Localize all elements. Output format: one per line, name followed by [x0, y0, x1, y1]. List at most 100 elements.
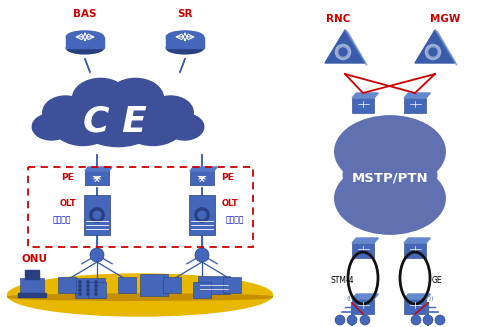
Ellipse shape: [166, 31, 203, 43]
Text: ONU: ONU: [22, 254, 48, 264]
Circle shape: [90, 208, 104, 222]
Bar: [190, 171, 214, 185]
Text: BAS: BAS: [73, 9, 97, 19]
Circle shape: [87, 289, 89, 291]
Text: SR: SR: [177, 9, 193, 19]
Bar: [198, 276, 230, 294]
Bar: [20, 278, 44, 296]
Polygon shape: [404, 93, 430, 98]
Circle shape: [79, 285, 81, 287]
Bar: [352, 299, 374, 314]
Ellipse shape: [165, 113, 204, 140]
Text: 汇聚局所: 汇聚局所: [53, 215, 72, 224]
Ellipse shape: [122, 101, 184, 146]
Ellipse shape: [8, 294, 272, 300]
Circle shape: [79, 293, 81, 295]
Polygon shape: [190, 167, 217, 171]
Circle shape: [195, 248, 209, 262]
Ellipse shape: [148, 96, 193, 129]
Circle shape: [95, 289, 97, 291]
Bar: [18, 293, 46, 297]
Circle shape: [423, 315, 433, 325]
Bar: [66, 37, 104, 48]
Text: ((·)): ((·)): [346, 296, 358, 301]
Bar: [140, 274, 168, 296]
Circle shape: [79, 281, 81, 283]
Bar: [163, 277, 181, 293]
Text: RNC: RNC: [326, 14, 350, 24]
Circle shape: [339, 48, 347, 56]
Text: PE: PE: [62, 173, 74, 182]
Text: GE: GE: [432, 276, 442, 285]
Bar: [85, 171, 109, 185]
Bar: [404, 98, 426, 113]
Polygon shape: [404, 294, 430, 299]
Ellipse shape: [108, 78, 164, 118]
Ellipse shape: [74, 89, 162, 146]
Polygon shape: [415, 30, 455, 63]
Bar: [58, 277, 76, 293]
Circle shape: [95, 281, 97, 283]
Circle shape: [87, 293, 89, 295]
Text: 汇聚局所: 汇聚局所: [226, 215, 244, 224]
Ellipse shape: [66, 31, 104, 43]
Bar: [84, 195, 110, 235]
Circle shape: [93, 211, 101, 219]
Polygon shape: [352, 238, 378, 243]
Circle shape: [347, 315, 357, 325]
Text: OLT: OLT: [222, 199, 238, 208]
Text: C E: C E: [83, 105, 147, 139]
Circle shape: [426, 44, 440, 60]
Bar: [75, 278, 105, 298]
Bar: [404, 243, 426, 258]
Ellipse shape: [43, 96, 88, 129]
Circle shape: [411, 315, 421, 325]
Text: MGW: MGW: [430, 14, 460, 24]
Bar: [193, 282, 211, 298]
Text: MSTP/PTN: MSTP/PTN: [352, 171, 428, 184]
Bar: [118, 277, 136, 293]
Ellipse shape: [52, 101, 114, 146]
Ellipse shape: [32, 113, 71, 140]
Ellipse shape: [335, 163, 446, 234]
Bar: [404, 299, 426, 314]
Polygon shape: [352, 93, 378, 98]
Polygon shape: [345, 30, 367, 65]
Text: PE: PE: [222, 173, 234, 182]
Ellipse shape: [8, 274, 272, 316]
Circle shape: [79, 289, 81, 291]
Bar: [28, 167, 253, 247]
Polygon shape: [85, 167, 112, 171]
Circle shape: [435, 315, 445, 325]
Polygon shape: [325, 30, 365, 63]
Circle shape: [429, 48, 437, 56]
Polygon shape: [404, 238, 430, 243]
Bar: [166, 37, 203, 48]
Circle shape: [198, 211, 206, 219]
Ellipse shape: [343, 149, 437, 201]
Text: OLT: OLT: [60, 199, 76, 208]
Circle shape: [87, 281, 89, 283]
Bar: [88, 282, 106, 298]
Circle shape: [335, 315, 345, 325]
Bar: [189, 195, 215, 235]
Polygon shape: [435, 30, 457, 65]
Ellipse shape: [335, 116, 446, 187]
Bar: [25, 270, 39, 279]
Bar: [352, 98, 374, 113]
Text: STM-4: STM-4: [330, 276, 354, 285]
Polygon shape: [352, 294, 378, 299]
Bar: [223, 277, 241, 293]
Ellipse shape: [72, 78, 128, 118]
Circle shape: [90, 248, 104, 262]
Circle shape: [195, 208, 209, 222]
Circle shape: [95, 285, 97, 287]
Circle shape: [95, 293, 97, 295]
Circle shape: [87, 285, 89, 287]
Bar: [352, 243, 374, 258]
Ellipse shape: [66, 42, 104, 54]
Text: ((·)): ((·)): [422, 296, 434, 301]
Circle shape: [360, 315, 370, 325]
Circle shape: [336, 44, 350, 60]
Ellipse shape: [166, 42, 203, 54]
